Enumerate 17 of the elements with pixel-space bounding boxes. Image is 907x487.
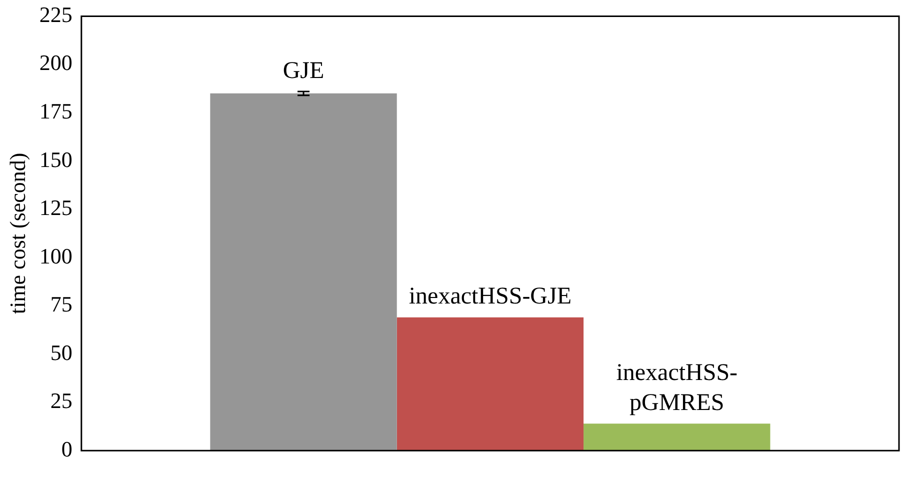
y-tick-label: 225 — [39, 2, 72, 27]
y-tick-label: 200 — [39, 50, 72, 76]
series-label: GJE — [282, 58, 324, 84]
y-tick-label: 25 — [50, 388, 72, 414]
y-tick-label: 0 — [61, 436, 72, 462]
series-label: inexactHSS-pGMRES — [616, 360, 738, 416]
series-label: inexactHSS-GJE — [408, 284, 572, 310]
bar — [210, 93, 397, 451]
y-tick-label: 75 — [50, 292, 72, 317]
bar — [584, 424, 770, 451]
y-tick-label: 50 — [50, 340, 72, 365]
bar — [396, 317, 584, 451]
y-tick-label: 150 — [39, 146, 72, 172]
y-axis-title: time cost (second) — [4, 152, 30, 314]
y-tick-label: 100 — [39, 243, 72, 268]
y-tick-label: 175 — [39, 98, 72, 124]
y-tick-label: 125 — [39, 195, 72, 220]
